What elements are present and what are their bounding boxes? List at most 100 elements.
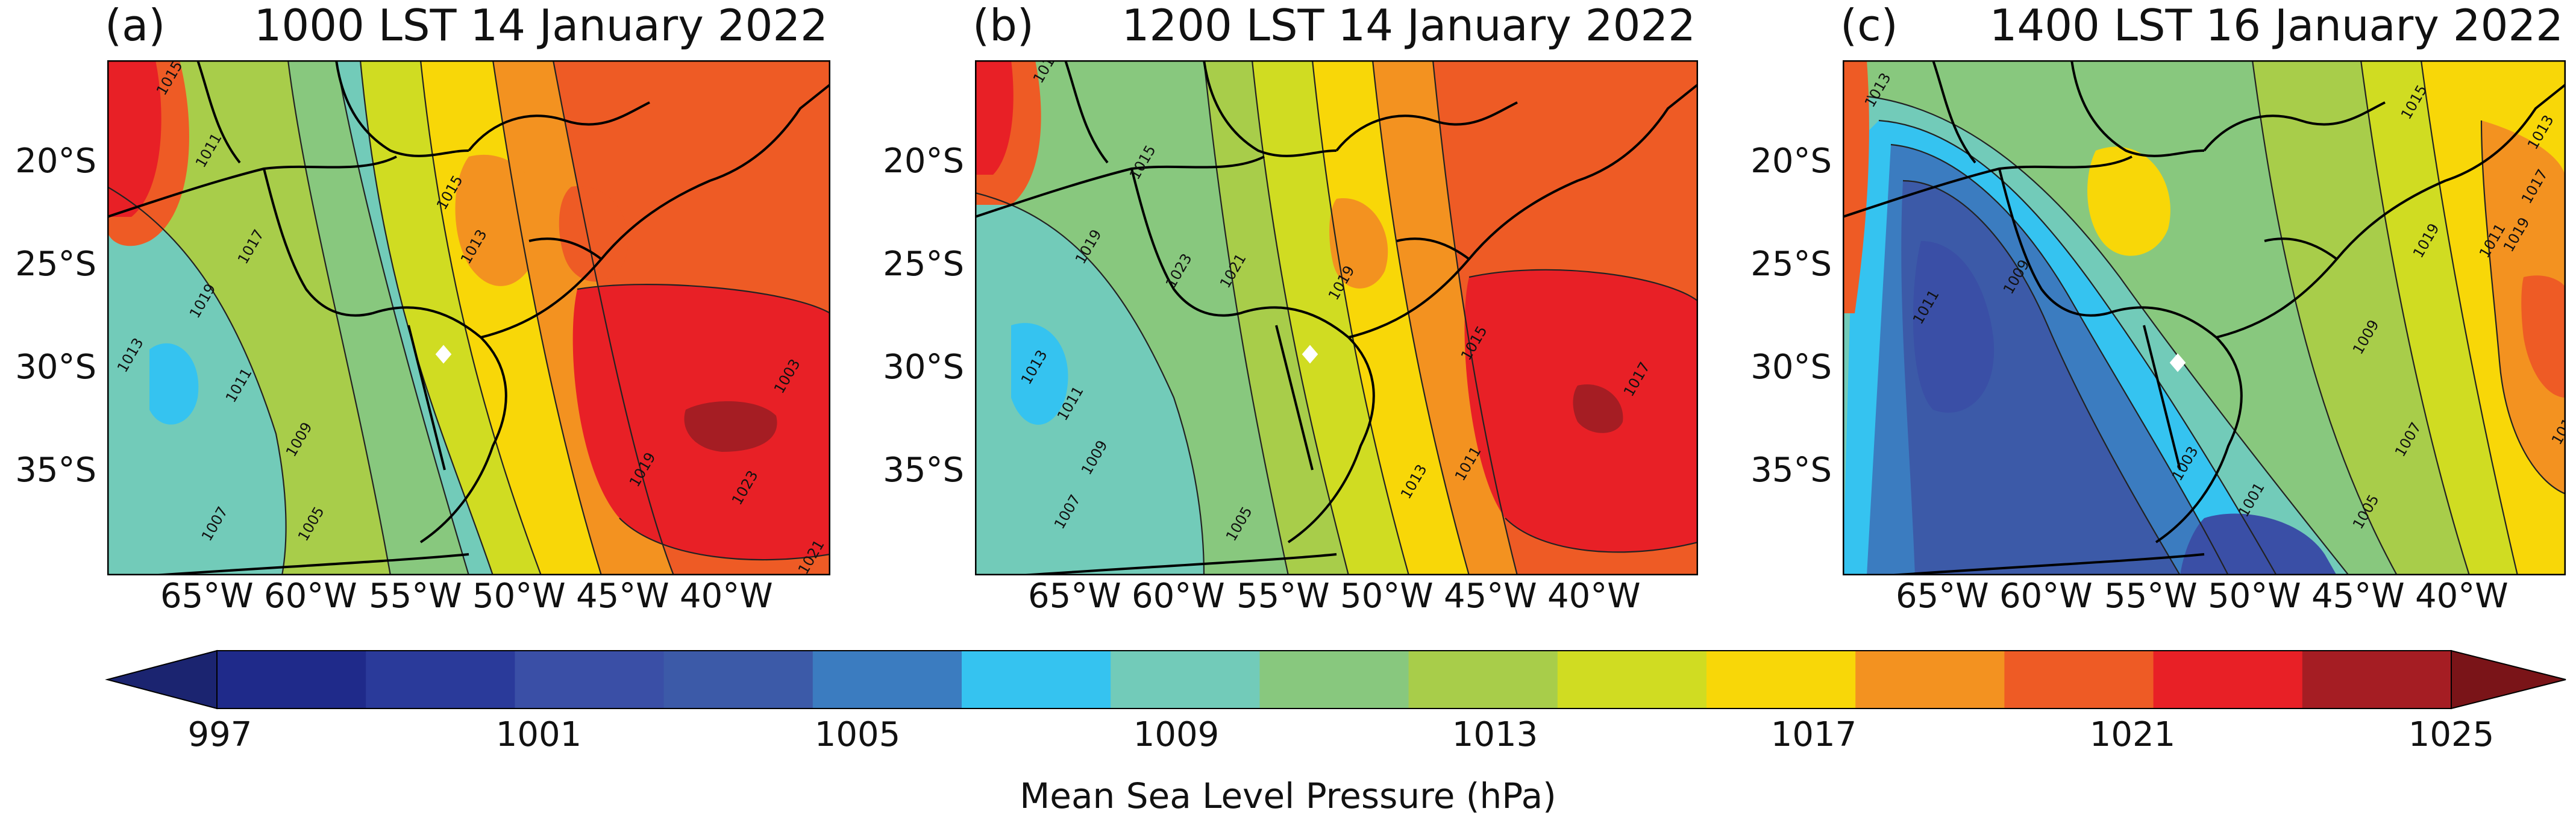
colorbar-tick-1021: 1021 [2089, 715, 2176, 754]
colorbar-label: Mean Sea Level Pressure (hPa) [1020, 775, 1556, 816]
country-border [372, 306, 507, 543]
map-panel-c: 1013 1015 1017 1019 1011 1009 1007 1005 1003 1001… [1843, 60, 2566, 575]
lon-label-55w: 55°W [369, 577, 462, 616]
pressure-band [1913, 241, 1995, 413]
lat-label-35s: 35°S [1750, 451, 1832, 490]
pressure-band [975, 60, 1014, 175]
colorbar-over-arrow [2451, 649, 2566, 710]
country-border [1002, 553, 1337, 575]
country-border [528, 237, 603, 260]
isobar-line [1251, 60, 1350, 575]
colorbar-segment [2302, 651, 2452, 709]
isobar-line [1890, 143, 2229, 575]
isobar-line [2360, 60, 2471, 575]
colorbar-segment [217, 651, 366, 709]
pressure-band [1011, 323, 1068, 425]
country-border [468, 101, 650, 152]
lat-label-20s: 20°S [1750, 142, 1832, 181]
isobar-line [619, 518, 830, 561]
lat-label-25s: 25°S [883, 245, 964, 284]
pressure-band [107, 60, 161, 217]
lat-label-30s: 30°S [1750, 348, 1832, 387]
lat-label-20s: 20°S [15, 142, 96, 181]
colorbar-segment [1706, 651, 1856, 709]
country-border [1064, 60, 1109, 164]
isobar-line [2420, 60, 2519, 575]
isobar-line [1866, 95, 2349, 575]
isobar-line [2251, 60, 2398, 575]
lon-label-45w: 45°W [1444, 577, 1537, 616]
country-border [1998, 168, 2108, 317]
colorbar-segment [2153, 651, 2303, 709]
pressure-band [975, 193, 1204, 575]
lon-label-55w: 55°W [1236, 577, 1330, 616]
isobar-line [1203, 60, 1290, 575]
country-border [1396, 237, 1470, 260]
colorbar-tick-997: 997 [187, 715, 252, 754]
lat-label-30s: 30°S [883, 348, 964, 387]
colorbar-tick-1009: 1009 [1133, 715, 1220, 754]
country-border [1275, 325, 1314, 471]
country-border [480, 83, 830, 339]
colorbar-segment [663, 651, 813, 709]
panel-b-title: 1200 LST 14 January 2022 [1121, 0, 1696, 51]
country-border [1203, 60, 1337, 157]
country-border [1335, 101, 1518, 152]
map-frame [107, 60, 830, 575]
panel-c-title: 1400 LST 16 January 2022 [1989, 0, 2563, 51]
isobar-line [975, 192, 1205, 575]
isobar-line [492, 60, 603, 575]
country-border [196, 60, 241, 164]
country-border [1870, 553, 2205, 575]
colorbar-tick-1001: 1001 [495, 715, 582, 754]
pressure-band [1573, 384, 1623, 433]
panel-a-title: 1000 LST 14 January 2022 [254, 0, 828, 51]
isobar-line [552, 60, 675, 575]
lon-label-60w: 60°W [1132, 577, 1225, 616]
colorbar-tick-1025: 1025 [2408, 715, 2495, 754]
lon-label-45w: 45°W [2311, 577, 2405, 616]
pressure-band [559, 186, 628, 282]
country-border [2107, 306, 2243, 543]
pressure-band [2087, 146, 2170, 256]
map-panel-a: 1015 1017 1019 1013 1011 1009 1007 1005 1003 1023… [107, 60, 830, 575]
colorbar-tick-1017: 1017 [1770, 715, 1857, 754]
panel-a-tag: (a) [105, 0, 166, 51]
lon-label-50w: 50°W [2208, 577, 2301, 616]
lat-label-35s: 35°S [883, 451, 964, 490]
lat-label-20s: 20°S [883, 142, 964, 181]
country-border [2203, 101, 2386, 152]
country-border [1239, 306, 1375, 543]
map-frame [975, 60, 1698, 575]
isobar-line [1878, 119, 2277, 575]
pressure-band [1843, 60, 1869, 313]
colorbar-segment [515, 651, 665, 709]
lat-label-25s: 25°S [15, 245, 96, 284]
pressure-band [1329, 198, 1388, 289]
location-marker [2169, 353, 2186, 372]
country-border [1843, 155, 2133, 218]
country-border [407, 325, 446, 471]
isobar-line [577, 284, 830, 314]
lat-label-35s: 35°S [15, 451, 96, 490]
lon-label-40w: 40°W [680, 577, 773, 616]
colorbar [105, 649, 2566, 710]
lon-label-40w: 40°W [1547, 577, 1641, 616]
country-border [2264, 237, 2338, 260]
colorbar-segment [1557, 651, 1707, 709]
country-border [1348, 83, 1698, 339]
colorbar-segment [812, 651, 962, 709]
colorbar-segment [962, 651, 1111, 709]
country-border [2216, 83, 2566, 339]
lat-label-30s: 30°S [15, 348, 96, 387]
lon-label-40w: 40°W [2415, 577, 2509, 616]
country-border [1932, 60, 1976, 164]
country-border [134, 553, 469, 575]
location-marker [435, 345, 452, 364]
colorbar-frame [216, 650, 2452, 709]
lon-label-45w: 45°W [576, 577, 669, 616]
colorbar-segment [2004, 651, 2154, 709]
